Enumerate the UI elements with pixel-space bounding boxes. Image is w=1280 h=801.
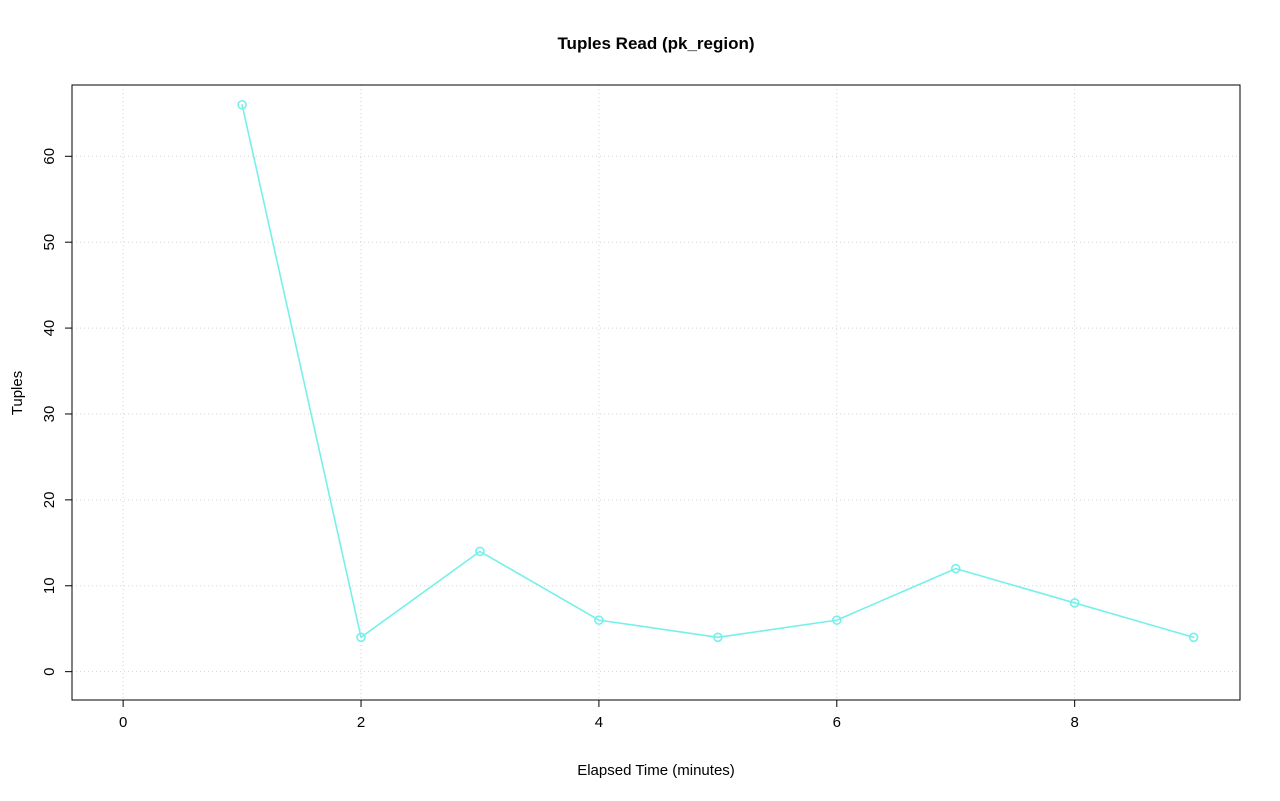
y-tick-label: 10 bbox=[41, 577, 58, 594]
data-point bbox=[356, 632, 366, 643]
x-tick-label: 0 bbox=[119, 714, 127, 731]
chart-title: Tuples Read (pk_region) bbox=[557, 34, 755, 53]
data-point bbox=[950, 563, 961, 574]
series-line bbox=[241, 103, 1195, 639]
y-tick-label: 60 bbox=[41, 148, 58, 165]
x-tick-label: 8 bbox=[1071, 714, 1079, 731]
y-axis-label: Tuples bbox=[9, 370, 26, 416]
x-tick-label: 4 bbox=[595, 714, 603, 731]
y-tick-label: 30 bbox=[41, 406, 58, 423]
y-tick-label: 40 bbox=[41, 320, 58, 337]
plot-box bbox=[71, 84, 1241, 701]
data-point bbox=[594, 615, 604, 625]
x-tick-label: 2 bbox=[357, 714, 365, 731]
y-tick-label: 20 bbox=[41, 492, 58, 509]
data-point bbox=[713, 632, 723, 643]
x-tick-label: 6 bbox=[833, 714, 841, 731]
data-point bbox=[831, 615, 842, 625]
data-point bbox=[237, 99, 247, 110]
data-point bbox=[1069, 598, 1080, 608]
data-point bbox=[475, 546, 485, 557]
data-point bbox=[1188, 632, 1199, 643]
y-tick-label: 50 bbox=[41, 234, 58, 251]
y-tick-label: 0 bbox=[41, 667, 58, 675]
x-axis-label: Elapsed Time (minutes) bbox=[577, 762, 735, 779]
